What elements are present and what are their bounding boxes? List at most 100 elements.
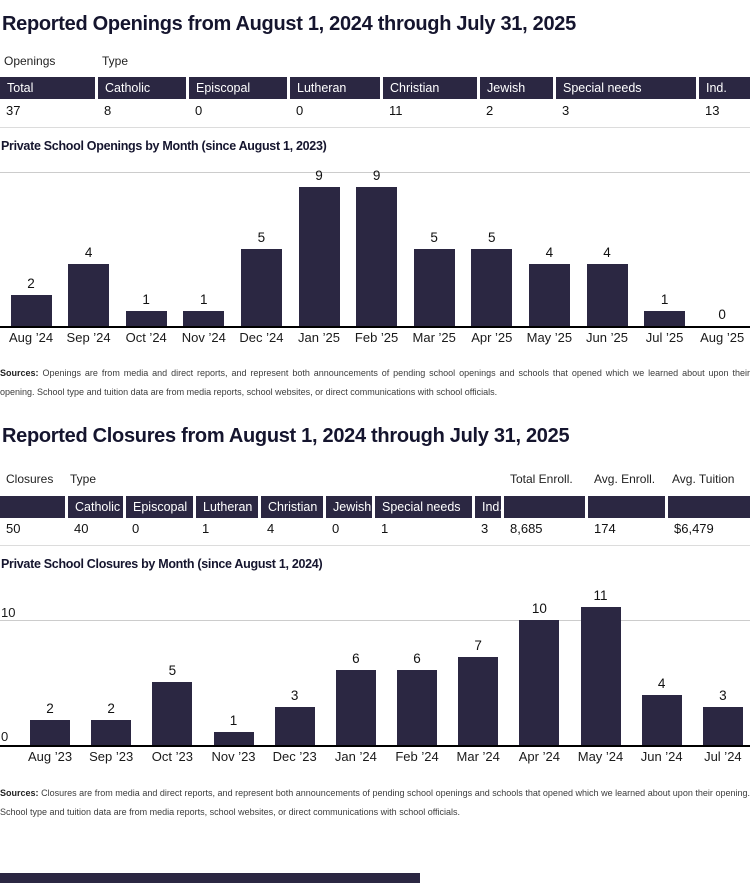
openings-bar-chart: 2 Aug ’24 4 Sep ’24 1 Oct ’24 1 Nov ’24 5 Dec ’24… xyxy=(0,160,750,350)
x-axis-month-label: Mar ’24 xyxy=(456,749,500,764)
bar-Jun ’25 xyxy=(587,264,628,326)
bar-value-label: 10 xyxy=(531,601,547,616)
sources-text: Openings are from media and direct repor… xyxy=(0,368,750,397)
x-axis-month-label: Jun ’25 xyxy=(586,330,628,345)
closures-section-title: Reported Closures from August 1, 2024 th… xyxy=(2,425,570,447)
openings-value-cell-1: 8 xyxy=(104,103,112,118)
bar-value-label: 6 xyxy=(413,651,421,666)
bar-value-label: 1 xyxy=(200,292,208,307)
x-axis-month-label: May ’25 xyxy=(526,330,573,345)
bar-Jun ’24 xyxy=(642,695,682,745)
bar-Dec ’23 xyxy=(275,707,315,745)
closures-count-group-label: Closures xyxy=(6,472,54,486)
closures-value-cell-1: 40 xyxy=(74,521,89,536)
bar-value-label: 5 xyxy=(257,230,266,245)
bar-Feb ’24 xyxy=(397,670,437,745)
openings-value-cell-2: 0 xyxy=(195,103,203,118)
bar-Aug ’24 xyxy=(11,295,52,326)
closures-avg-enroll-label: Avg. Enroll. xyxy=(594,472,656,486)
x-axis-month-label: Jan ’24 xyxy=(334,749,377,764)
bar-value-label: 9 xyxy=(372,168,381,183)
bar-value-label: 9 xyxy=(315,168,323,183)
bar-Nov ’23 xyxy=(214,732,254,745)
x-axis-month-label: Jun ’24 xyxy=(640,749,683,764)
bar-value-label: 2 xyxy=(27,276,35,291)
bar-value-label: 4 xyxy=(603,245,611,260)
closures-header-cell-1: Catholic xyxy=(68,496,123,518)
bar-Oct ’23 xyxy=(152,682,192,745)
closures-chart-title: Private School Closures by Month (since … xyxy=(1,557,323,571)
x-axis-month-label: Sep ’23 xyxy=(89,749,134,764)
closures-value-cell-4: 4 xyxy=(267,521,275,536)
sources-label: Sources: xyxy=(0,368,39,378)
bar-Nov ’24 xyxy=(183,311,224,326)
closures-value-cell-6: 1 xyxy=(381,521,389,536)
openings-header-cell-7: Ind. xyxy=(699,77,750,99)
openings-table-value-row: 37 8 0 0 11 2 3 13 xyxy=(0,103,750,118)
openings-section-title: Reported Openings from August 1, 2024 th… xyxy=(2,13,576,35)
closures-header-cell-10 xyxy=(668,496,750,518)
closures-header-cell-7: Ind. xyxy=(475,496,501,518)
openings-value-cell-6: 3 xyxy=(562,103,570,118)
bar-value-label: 5 xyxy=(168,663,177,678)
bar-Jul ’24 xyxy=(703,707,743,745)
sources-text: Closures are from media and direct repor… xyxy=(0,788,750,817)
openings-header-cell-5: Jewish xyxy=(480,77,553,99)
openings-type-group-label: Type xyxy=(102,54,129,68)
bar-Jul ’25 xyxy=(644,311,685,326)
openings-table-divider xyxy=(0,127,750,128)
x-axis-month-label: Feb ’24 xyxy=(395,749,439,764)
closures-sources-note: Sources: Closures are from media and dir… xyxy=(0,784,750,822)
openings-value-cell-0: 37 xyxy=(6,103,21,118)
y-axis-tick-label: 10 xyxy=(1,605,16,620)
bar-value-label: 6 xyxy=(352,651,360,666)
bar-Jan ’25 xyxy=(299,187,340,326)
bar-Mar ’25 xyxy=(414,249,455,326)
closures-header-cell-2: Episcopal xyxy=(126,496,193,518)
bar-value-label: 5 xyxy=(488,230,496,245)
x-axis-month-label: Nov ’24 xyxy=(181,330,226,345)
openings-header-cell-2: Episcopal xyxy=(189,77,287,99)
closures-table-divider xyxy=(0,545,750,546)
openings-header-cell-6: Special needs xyxy=(556,77,696,99)
x-axis-month-label: Sep ’24 xyxy=(66,330,111,345)
bar-value-label: 4 xyxy=(545,245,554,260)
openings-value-cell-3: 0 xyxy=(296,103,304,118)
bar-value-label: 3 xyxy=(719,688,727,703)
closures-table-value-row: 50 40 0 1 4 0 1 3 8,685 174 $6,479 xyxy=(0,521,750,536)
bar-Dec ’24 xyxy=(241,249,282,326)
bar-value-label: 2 xyxy=(107,701,115,716)
bar-value-label: 11 xyxy=(593,588,608,603)
cutoff-next-table-header-bar xyxy=(0,873,420,883)
openings-sources-note: Sources: Openings are from media and dir… xyxy=(0,364,750,402)
bar-value-label: 1 xyxy=(229,713,238,728)
closures-value-cell-8: 8,685 xyxy=(510,521,543,536)
bar-Mar ’24 xyxy=(458,657,498,745)
x-axis-month-label: Aug ’25 xyxy=(700,330,745,345)
x-axis-month-label: Dec ’23 xyxy=(272,749,317,764)
x-axis-month-label: Oct ’23 xyxy=(151,749,193,764)
closures-table-header-row: Catholic Episcopal Lutheran Christian Jewish… xyxy=(0,496,750,518)
closures-value-cell-0: 50 xyxy=(6,521,21,536)
x-axis-month-label: Apr ’24 xyxy=(518,749,560,764)
closures-header-cell-5: Jewish xyxy=(326,496,372,518)
bar-value-label: 5 xyxy=(430,230,438,245)
closures-avg-tuition-label: Avg. Tuition xyxy=(672,472,735,486)
x-axis-line xyxy=(0,745,750,747)
closures-value-cell-2: 0 xyxy=(132,521,140,536)
closures-total-enroll-label: Total Enroll. xyxy=(510,472,573,486)
openings-header-cell-4: Christian xyxy=(383,77,477,99)
x-axis-month-label: Aug ’24 xyxy=(8,330,54,345)
x-axis-month-label: Feb ’25 xyxy=(354,330,399,345)
openings-table-header-row: Total Catholic Episcopal Lutheran Christian J… xyxy=(0,77,750,99)
closures-header-cell-8 xyxy=(504,496,585,518)
openings-header-cell-1: Catholic xyxy=(98,77,186,99)
closures-value-cell-7: 3 xyxy=(481,521,489,536)
closures-header-cell-3: Lutheran xyxy=(196,496,258,518)
y-axis-tick-label: 0 xyxy=(1,729,9,744)
closures-type-group-label: Type xyxy=(70,472,97,486)
x-axis-month-label: Dec ’24 xyxy=(239,330,284,345)
closures-bar-chart: 10 0 2 Aug ’23 2 Sep ’23 5 Oct ’23 1 Nov ’23 3 Dec … xyxy=(0,588,750,778)
x-axis-month-label: Mar ’25 xyxy=(412,330,456,345)
